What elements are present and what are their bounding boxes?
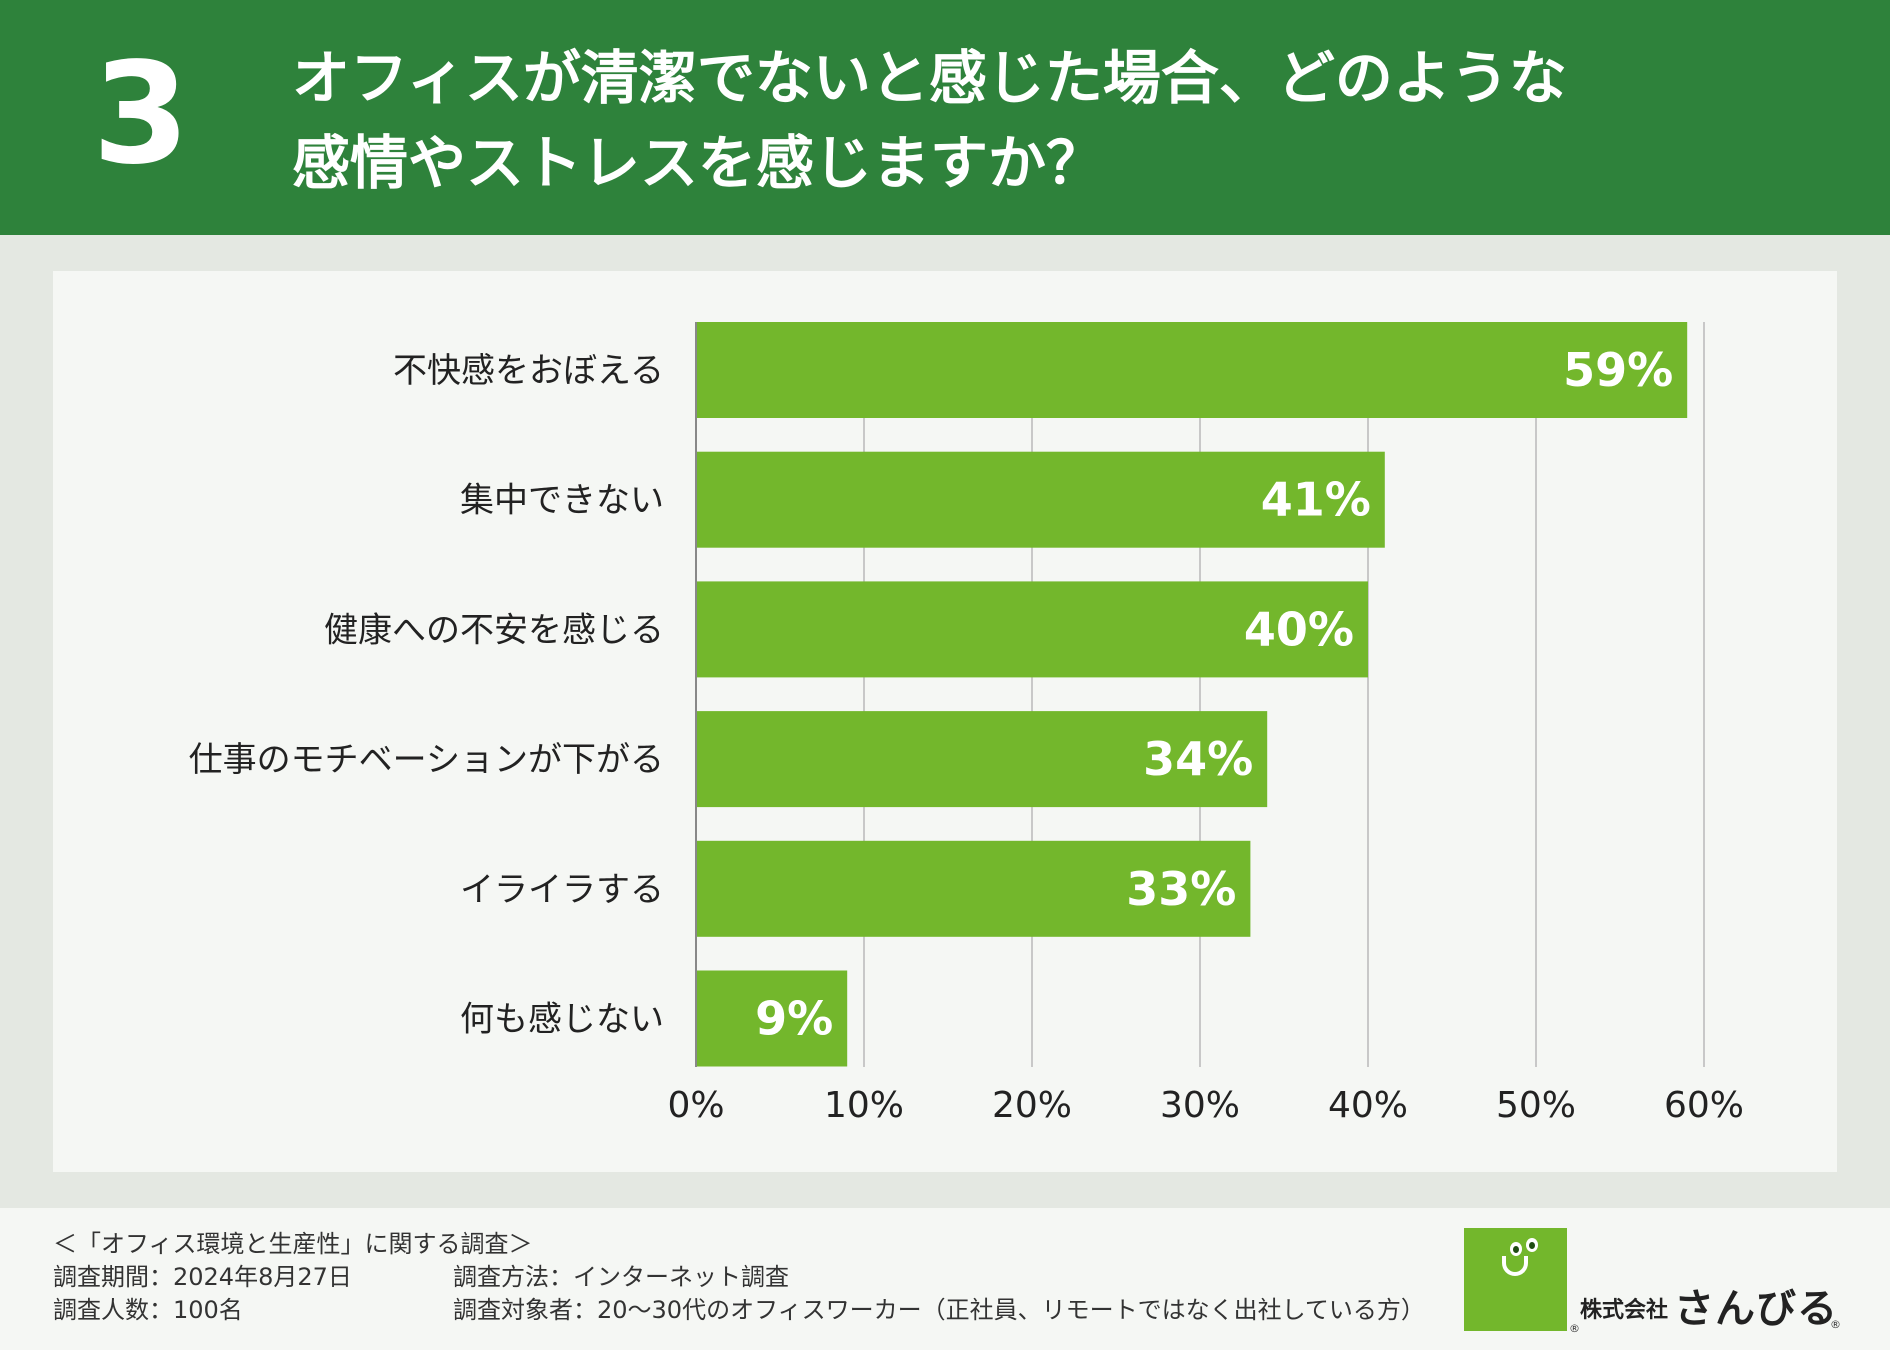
bar (696, 711, 1268, 808)
bar-value-label: 34% (1143, 732, 1253, 786)
category-label: 健康への不安を感じる (324, 610, 664, 650)
x-tick-label: 0% (667, 1085, 724, 1126)
header-banner: 3 オフィスが清潔でないと感じた場合、どのような 感情やストレスを感じますか？ (0, 0, 1890, 235)
bar-value-label: 41% (1261, 473, 1371, 527)
bar (696, 322, 1688, 418)
category-label: 不快感をおぼえる (393, 351, 664, 391)
bar-value-label: 33% (1126, 862, 1236, 916)
survey-period: 調査期間：2024年8月27日 (53, 1263, 352, 1291)
bar-value-label: 9% (755, 992, 833, 1046)
logo-mascot-icon (1464, 1228, 1567, 1331)
bar-value-label: 40% (1244, 602, 1354, 656)
x-tick-label: 50% (1496, 1085, 1576, 1126)
category-label: 仕事のモチベーションが下がる (189, 740, 664, 780)
bar (696, 451, 1385, 548)
x-tick-label: 60% (1664, 1085, 1744, 1126)
logo-registered-mark-2: ® (1830, 1318, 1841, 1331)
logo-company-name: さんびる (1674, 1286, 1838, 1332)
bar (696, 970, 848, 1067)
x-tick-label: 30% (1160, 1085, 1240, 1126)
logo-registered-mark: ® (1569, 1322, 1580, 1335)
category-label: イライラする (460, 870, 664, 910)
x-tick-label: 40% (1328, 1085, 1408, 1126)
survey-target: 調査対象者：20〜30代のオフィスワーカー（正社員、リモートではなく出社している… (453, 1296, 1425, 1324)
survey-method: 調査方法：インターネット調査 (453, 1263, 789, 1291)
category-label: 何も感じない (460, 1000, 664, 1040)
logo-smile-icon (1502, 1256, 1528, 1276)
question-number: 3 (92, 33, 190, 196)
question-title-line-2: 感情やストレスを感じますか？ (292, 129, 1105, 197)
survey-name: ＜「オフィス環境と生産性」に関する調査＞ (53, 1230, 533, 1258)
bar-value-label: 59% (1563, 343, 1673, 397)
survey-respondents: 調査人数：100名 (53, 1296, 243, 1324)
category-label: 集中できない (460, 481, 664, 521)
x-tick-label: 20% (992, 1085, 1072, 1126)
bar (696, 840, 1251, 937)
question-title-line-1: オフィスが清潔でないと感じた場合、どのような (292, 44, 1567, 112)
logo-eye-right-icon (1526, 1238, 1538, 1252)
footer: ＜「オフィス環境と生産性」に関する調査＞ 調査期間：2024年8月27日 調査方… (0, 1208, 1890, 1350)
bar (696, 581, 1368, 678)
question-title: オフィスが清潔でないと感じた場合、どのような 感情やストレスを感じますか？ (292, 36, 1852, 206)
logo-company-type: 株式会社 (1580, 1298, 1669, 1323)
logo-eye-left-icon (1510, 1242, 1522, 1256)
x-tick-label: 10% (824, 1085, 904, 1126)
